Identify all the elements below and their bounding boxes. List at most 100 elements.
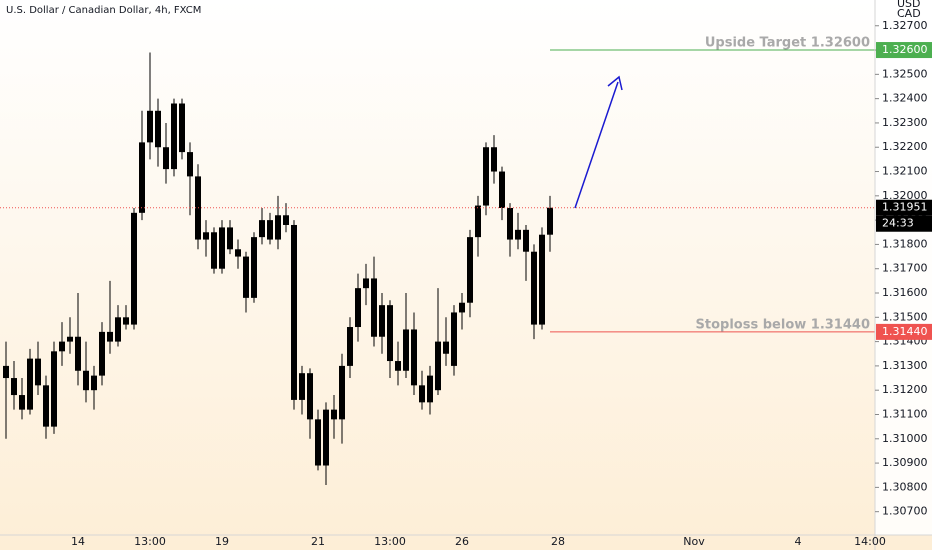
candle-body [403, 329, 409, 371]
candle-body [451, 312, 457, 366]
candle-body [91, 375, 97, 391]
candle-body [411, 329, 417, 386]
x-tick-label: 19 [215, 535, 229, 548]
plot-area: Upside Target 1.32600 Stoploss below 1.31… [0, 36, 875, 485]
candle-body [171, 103, 177, 170]
candle-body [323, 409, 329, 466]
candle-body [11, 378, 17, 396]
candle-body [531, 251, 537, 325]
level-badge [876, 323, 932, 340]
y-tick-label: 1.31200 [882, 383, 928, 396]
candle-body [267, 220, 273, 240]
y-tick-label: 1.32400 [882, 92, 928, 105]
candle-body [187, 152, 193, 177]
candle-body [363, 278, 369, 289]
candle-body [19, 395, 25, 410]
currency-label: USD [897, 0, 921, 10]
candle-body [291, 224, 297, 400]
level-value-label: 1.32600 [882, 43, 928, 56]
candle-body [179, 103, 185, 153]
candle-body [235, 249, 241, 257]
candle-body [251, 237, 257, 298]
candle-body [467, 237, 473, 303]
candle-body [51, 351, 57, 427]
x-tick-label: Nov [683, 535, 705, 548]
y-tick-label: 1.31500 [882, 310, 928, 323]
candle-body [523, 229, 529, 252]
candle-body [395, 361, 401, 371]
candle-body [211, 232, 217, 269]
y-tick-label: 1.31300 [882, 359, 928, 372]
candle-body [259, 220, 265, 238]
y-tick-label: 1.32300 [882, 116, 928, 129]
candle-body [67, 336, 73, 342]
candle-body [75, 336, 81, 371]
candle-body [43, 385, 49, 427]
last-price-label: 1.31951 [882, 201, 928, 214]
candle-body [475, 205, 481, 238]
candle-body [99, 331, 105, 376]
x-tick-label: 4 [795, 535, 802, 548]
x-tick-label: 13:00 [134, 535, 166, 548]
candle-body [299, 373, 305, 400]
y-tick-label: 1.30700 [882, 505, 928, 518]
candle-body [499, 171, 505, 208]
x-tick-label: 14:00 [854, 535, 886, 548]
y-tick-label: 1.32000 [882, 189, 928, 202]
candle-body [371, 278, 377, 337]
candle-body [107, 331, 113, 342]
candle-body [387, 305, 393, 362]
candle-body [3, 365, 9, 379]
arrow-line [574, 81, 619, 209]
candle-body [123, 317, 129, 325]
y-tick-label: 1.32700 [882, 19, 928, 32]
arrow-head [607, 75, 623, 91]
candle-body [227, 227, 233, 250]
level-value-label: 1.31440 [882, 325, 928, 338]
candle-body [507, 207, 513, 240]
x-tick-label: 14 [71, 535, 85, 548]
candle-body [243, 256, 249, 298]
candle-body [275, 215, 281, 240]
countdown-badge [876, 215, 932, 232]
candle-body [307, 373, 313, 420]
candle-body [379, 305, 385, 337]
y-tick-label: 1.31100 [882, 407, 928, 420]
candle-body [355, 288, 361, 328]
y-tick-label: 1.32200 [882, 140, 928, 153]
y-tick-label: 1.32100 [882, 165, 928, 178]
candle-body [419, 385, 425, 403]
chart-title: U.S. Dollar / Canadian Dollar, 4h, FXCM [6, 5, 201, 16]
candle-body [443, 341, 449, 354]
candle-body [539, 234, 545, 325]
currency-badge [893, 0, 932, 20]
candle-body [483, 147, 489, 206]
candle-body [155, 110, 161, 148]
countdown-label: 24:33 [882, 217, 914, 230]
candle-body [59, 341, 65, 352]
candle-body [27, 358, 33, 410]
level-badge [876, 42, 932, 59]
candle-body [35, 358, 41, 386]
candle-body [547, 207, 553, 235]
candle-body [331, 409, 337, 420]
x-tick-label: 28 [551, 535, 565, 548]
candle-body [115, 317, 121, 342]
x-tick-label: 21 [311, 535, 325, 548]
candle-body [283, 215, 289, 225]
y-tick-label: 1.31000 [882, 432, 928, 445]
candle-body [147, 110, 153, 143]
candle-body [219, 227, 225, 269]
y-tick-label: 1.30800 [882, 480, 928, 493]
candle-body [427, 375, 433, 403]
x-tick-label: 13:00 [374, 535, 406, 548]
level-label: Stoploss below 1.31440 [696, 317, 870, 332]
y-tick-label: 1.31600 [882, 286, 928, 299]
candle-body [435, 341, 441, 391]
candle-body [83, 370, 89, 391]
candle-body [459, 302, 465, 313]
y-tick-label: 1.32500 [882, 67, 928, 80]
level-label: Upside Target 1.32600 [705, 36, 870, 51]
